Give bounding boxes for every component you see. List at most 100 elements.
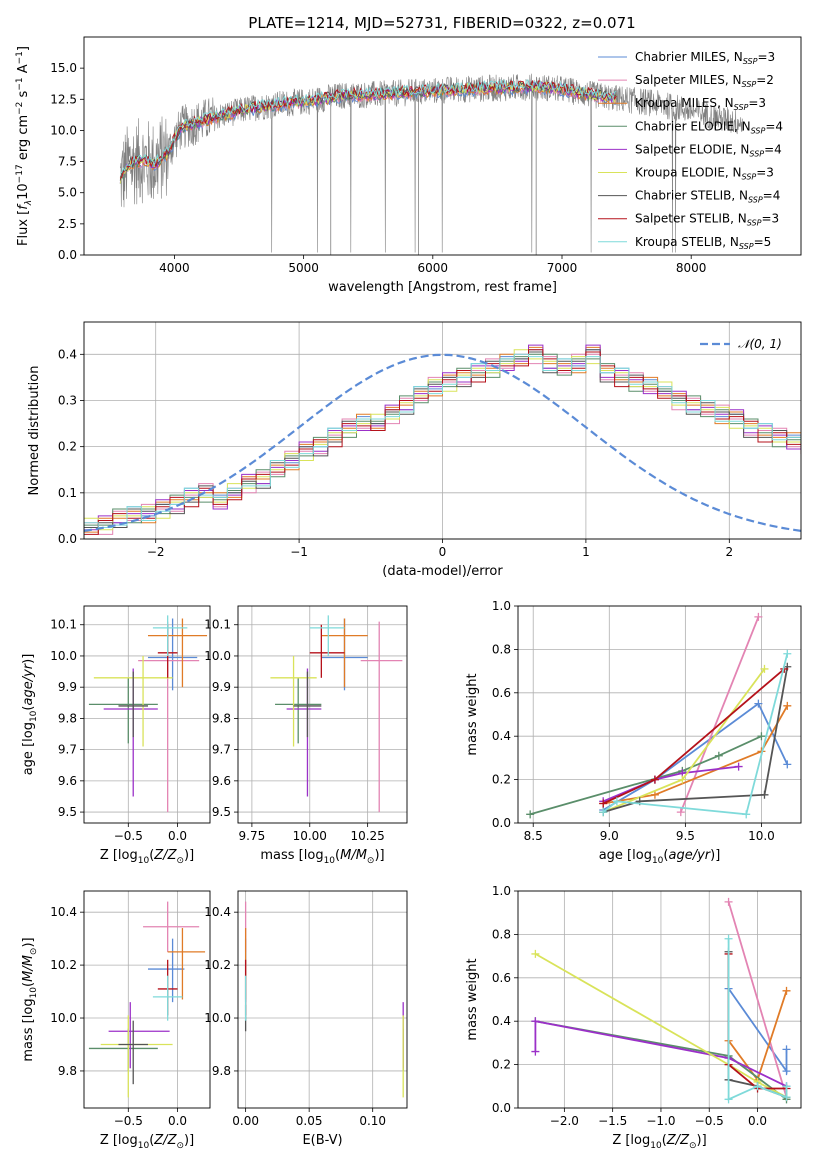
plot-area	[119, 73, 743, 255]
x-axis-label: mass [log10(M/M⊙)]	[260, 848, 384, 866]
x-axis-label: (data-model)/error	[382, 564, 503, 579]
label-part: SSP	[749, 149, 764, 158]
x-tick-label: 9.0	[600, 829, 619, 843]
point-marker	[724, 897, 733, 906]
point-marker	[676, 808, 685, 817]
label-part: (	[662, 1133, 667, 1148]
label-part: SSP	[743, 57, 758, 66]
y-tick-label: 10.0	[50, 1011, 77, 1025]
plot-area	[88, 901, 206, 1098]
y-tick-label: 10.0	[204, 1011, 231, 1025]
label-part: )]	[374, 848, 384, 863]
point-marker	[714, 751, 723, 760]
point-marker	[782, 986, 791, 995]
y-axis-label: mass [log10(M/M⊙)]	[21, 937, 39, 1061]
y-tick-label: 9.7	[212, 743, 231, 757]
y-tick-label: 10.0	[204, 649, 231, 663]
label-part: =3	[748, 96, 766, 110]
point-marker	[782, 1093, 791, 1102]
y-tick-label: 9.9	[58, 680, 77, 694]
point-marker	[734, 762, 743, 771]
x-tick-label: 0	[439, 545, 447, 559]
plot-area	[84, 344, 801, 539]
y-tick-label: 2.5	[58, 217, 77, 231]
label-part: Salpeter MILES, N	[635, 73, 742, 87]
label-part: Kroupa STELIB, N	[635, 235, 739, 249]
legend-label: 𝒩(0, 1)	[738, 337, 782, 351]
point-marker	[724, 934, 733, 943]
weight-line-salpeter-elodie	[534, 1020, 787, 1088]
x-tick-label: 0.00	[232, 1114, 259, 1128]
y-tick-label: 10.2	[204, 958, 231, 972]
label-part: −17	[15, 164, 25, 183]
x-axis-label: Z [log10(Z/Z⊙)]	[100, 848, 194, 866]
panel-spectrum: 4000 5000 6000 7000 8000 0.0 2.5 5.0 7.5 10.0 12.5…	[15, 36, 802, 295]
label-part: (	[663, 848, 668, 863]
y-tick-label: 9.8	[212, 1064, 231, 1078]
y-tick-label: 5.0	[58, 186, 77, 200]
y-tick-label: 0.3	[58, 393, 77, 407]
y-tick-label: 10.4	[204, 905, 231, 919]
point-marker	[757, 732, 766, 741]
label-part: Flux [	[16, 210, 31, 246]
x-tick-label: 9.75	[239, 829, 266, 843]
figure-title: PLATE=1214, MJD=52731, FIBERID=0322, z=0…	[248, 14, 635, 32]
point-marker	[742, 810, 751, 819]
label-part: =3	[756, 166, 774, 180]
x-tick-label: 4000	[159, 261, 190, 275]
label-part: ⊙	[689, 1141, 697, 1151]
histogram-kroupa-elodie	[84, 349, 801, 539]
model-line-kroupa-stelib	[120, 78, 617, 174]
label-part: ⊙	[367, 856, 375, 866]
y-tick-label: 0.2	[58, 440, 77, 454]
y-tick-label: 10.1	[50, 618, 77, 632]
y-tick-label: 9.9	[212, 680, 231, 694]
histogram-salpeter-stelib	[84, 349, 801, 539]
label-part: Kroupa ELODIE, N	[635, 166, 742, 180]
axes-frame	[83, 890, 211, 1109]
y-axis-label: age [log10(age/yr)]	[21, 654, 39, 776]
legend-label: Salpeter STELIB, NSSP=3	[635, 212, 779, 228]
label-part: SSP	[739, 242, 754, 251]
label-part: ⊙	[29, 948, 39, 956]
y-tick-label: 0.4	[492, 729, 511, 743]
label-part: f	[16, 203, 31, 210]
x-axis-label: Z [log10(Z/Z⊙)]	[612, 1133, 706, 1151]
label-part: −2	[15, 102, 25, 115]
label-part: )]	[21, 937, 36, 947]
weight-line-kroupa-miles	[603, 705, 789, 805]
label-part: (data-model)/error	[382, 564, 503, 579]
y-tick-label: 10.0	[50, 649, 77, 663]
x-tick-label: −0.5	[114, 829, 143, 843]
x-tick-label: 8.5	[524, 829, 543, 843]
x-tick-label: 0.0	[748, 1114, 767, 1128]
point-marker	[760, 664, 769, 673]
label-part: age/yr	[668, 848, 711, 863]
histogram-chabrier-stelib	[84, 349, 801, 539]
label-part: )]	[184, 1133, 194, 1148]
legend-label: Kroupa ELODIE, NSSP=3	[635, 166, 774, 182]
legend-label: Kroupa STELIB, NSSP=5	[635, 235, 771, 251]
x-axis-label: wavelength [Angstrom, rest frame]	[328, 280, 557, 295]
legend-label: Chabrier STELIB, NSSP=4	[635, 189, 780, 205]
y-tick-label: 0.8	[492, 642, 511, 656]
histogram-chabrier-elodie	[84, 353, 801, 539]
label-part: 10	[29, 710, 39, 722]
weight-line-chabrier-elodie	[529, 735, 762, 816]
label-part: )]	[21, 654, 36, 664]
x-tick-label: 1	[582, 545, 590, 559]
panel-age-vs-Z: −0.5 0.09.59.69.79.89.910.010.1Z [log10(Z…	[21, 605, 211, 866]
label-part: 10	[650, 1141, 662, 1151]
point-marker	[650, 775, 659, 784]
point-marker	[782, 1067, 791, 1076]
point-marker	[678, 775, 687, 784]
label-part: )]	[710, 848, 720, 863]
label-part: ]	[16, 46, 31, 51]
x-tick-label: −2	[147, 545, 165, 559]
label-part: )]	[184, 848, 194, 863]
y-tick-label: 10.4	[50, 905, 77, 919]
x-tick-label: 0.05	[296, 1114, 323, 1128]
histogram-chabrier-miles	[84, 349, 801, 539]
panel-age-vs-mass: 9.75 10.00 10.25 9.5 9.6 9.7 9.8 9.9 10.0 10.1 mas…	[204, 605, 408, 866]
